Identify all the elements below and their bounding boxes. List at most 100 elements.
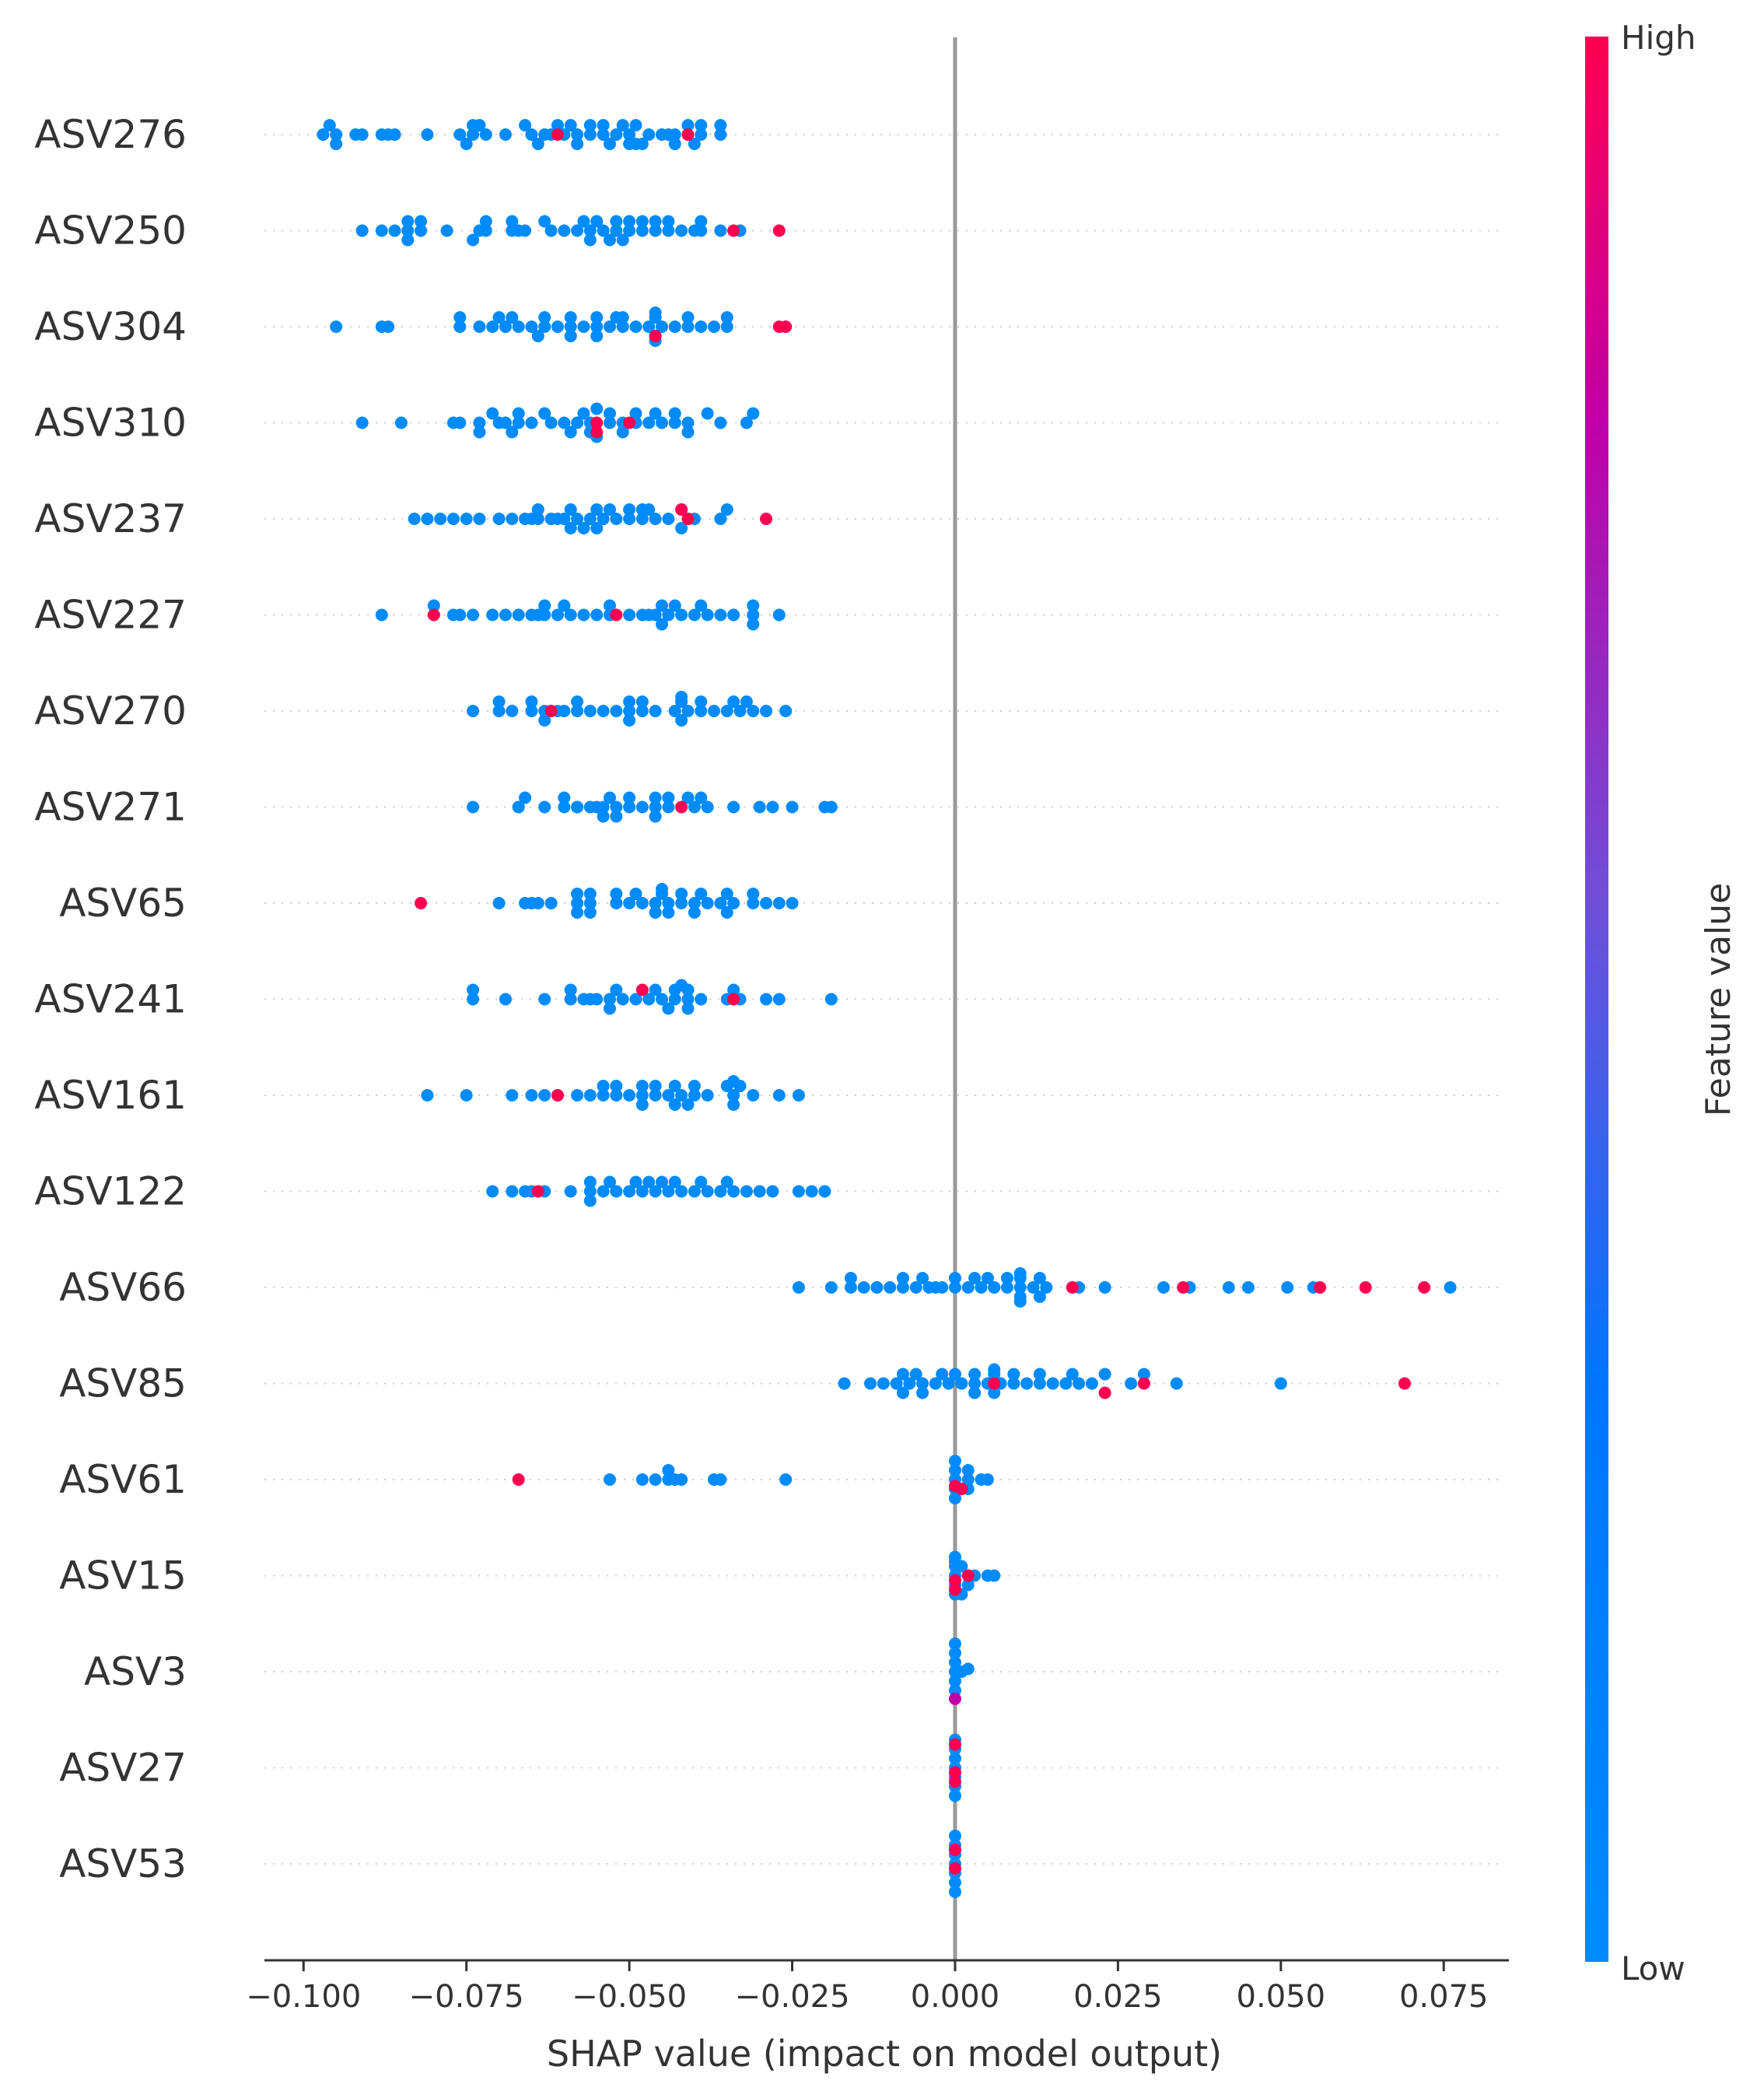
shap-point [635, 897, 649, 909]
shap-point [635, 1089, 649, 1102]
shap-point [714, 513, 727, 525]
shap-point [564, 311, 577, 324]
shap-point [499, 128, 512, 141]
shap-point [675, 979, 688, 992]
shap-point [583, 233, 597, 247]
shap-point [571, 705, 584, 717]
shap-point [675, 1089, 688, 1102]
shap-point [544, 224, 558, 237]
shap-point [401, 233, 415, 247]
shap-point [590, 608, 604, 622]
shap-point [1073, 1377, 1086, 1390]
shap-point [603, 599, 616, 612]
shap-point [538, 407, 551, 420]
shap-point [675, 224, 688, 237]
shap-point [512, 224, 525, 237]
feature-label: ASV241 [34, 977, 187, 1022]
shap-point [675, 691, 688, 703]
shap-point [635, 705, 649, 717]
shap-point [590, 416, 604, 429]
shap-point [564, 503, 577, 516]
shap-point [675, 522, 688, 534]
shap-point [708, 320, 721, 333]
shap-point [635, 513, 649, 525]
shap-point [1066, 1368, 1079, 1381]
shap-point [681, 426, 695, 439]
shap-point [948, 1455, 961, 1467]
x-tick-label: −0.075 [409, 1979, 524, 2015]
shap-point [597, 128, 610, 141]
shap-point [988, 1386, 1001, 1399]
shap-point [948, 1830, 961, 1842]
shap-point [688, 138, 701, 150]
shap-point [760, 897, 773, 909]
shap-point [330, 138, 343, 150]
shap-point [896, 1272, 909, 1284]
shap-point [649, 1089, 662, 1102]
shap-point [506, 1185, 519, 1198]
shap-point [538, 1089, 551, 1102]
shap-point [681, 128, 695, 141]
feature-label: ASV304 [34, 304, 187, 349]
shap-point [655, 599, 668, 612]
shap-point [531, 138, 544, 150]
shap-point [519, 119, 532, 131]
shap-point [662, 608, 675, 622]
shap-point [525, 128, 538, 141]
shap-point [649, 705, 662, 717]
shap-point [610, 888, 623, 900]
shap-point [583, 1194, 597, 1207]
shap-point [597, 1185, 610, 1198]
shap-point [1013, 1281, 1027, 1294]
shap-point [655, 128, 668, 141]
shap-point [727, 1075, 740, 1088]
shap-point [597, 513, 610, 525]
shap-point [460, 1089, 473, 1102]
shap-point [623, 791, 636, 804]
shap-point [603, 407, 616, 420]
shap-point [948, 1752, 961, 1765]
shap-point [492, 897, 506, 909]
shap-point [655, 416, 668, 429]
shap-point [786, 800, 799, 814]
shap-point [961, 1578, 975, 1592]
shap-point [948, 1480, 961, 1493]
shap-point [695, 888, 708, 900]
shap-point [695, 128, 708, 141]
shap-point [623, 513, 636, 525]
shap-point [857, 1281, 870, 1294]
shap-point [961, 1662, 975, 1676]
shap-point [603, 233, 616, 247]
shap-point [629, 320, 642, 333]
shap-point [597, 224, 610, 237]
shap-point [525, 1089, 538, 1102]
shap-point [1066, 1281, 1079, 1294]
shap-point [564, 993, 577, 1006]
shap-point [323, 119, 336, 131]
shap-point [1398, 1377, 1411, 1390]
shap-point [929, 1281, 942, 1294]
shap-point [662, 1185, 675, 1198]
shap-point [623, 695, 636, 708]
shap-point [733, 705, 747, 717]
shap-point [720, 311, 733, 324]
colorbar-high-label: High [1621, 19, 1696, 57]
shap-point [988, 1363, 1001, 1376]
shap-point [909, 1368, 922, 1381]
shap-point [936, 1368, 949, 1381]
shap-point [583, 993, 597, 1006]
shap-point [681, 320, 695, 333]
shap-point [681, 791, 695, 804]
shap-point [590, 311, 604, 324]
x-tick-label: −0.025 [735, 1979, 850, 2015]
shap-point [388, 224, 401, 237]
shap-point [421, 128, 434, 141]
shap-point [1033, 1291, 1046, 1303]
shap-point [1125, 1377, 1138, 1390]
shap-point [981, 1473, 994, 1486]
shap-point [948, 1738, 961, 1751]
shap-point [629, 407, 642, 420]
shap-point [695, 224, 708, 237]
shap-point [375, 320, 388, 333]
shap-point [1170, 1377, 1183, 1390]
